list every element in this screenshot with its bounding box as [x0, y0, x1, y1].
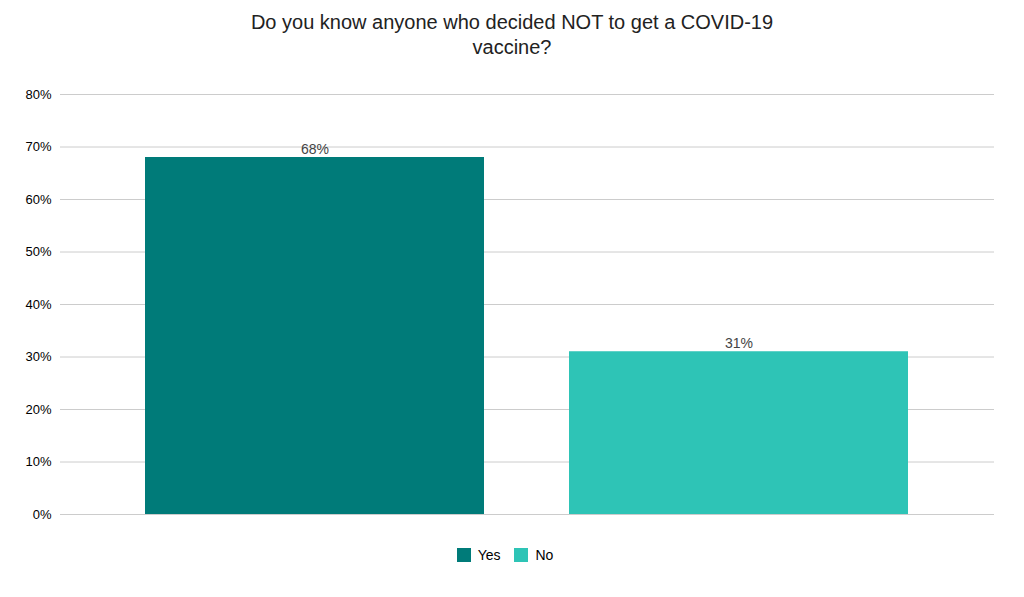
svg-text:70%: 70% — [25, 139, 51, 154]
svg-text:80%: 80% — [25, 87, 51, 102]
svg-text:20%: 20% — [25, 402, 51, 417]
svg-text:31%: 31% — [725, 335, 753, 351]
svg-text:0%: 0% — [33, 507, 52, 522]
html-text:Yes: Yes — [477, 546, 501, 563]
svg-text:40%: 40% — [25, 297, 51, 312]
svg-text:60%: 60% — [25, 192, 51, 207]
svg-text:50%: 50% — [25, 244, 51, 259]
svg-text:10%: 10% — [25, 454, 51, 469]
svg-text:30%: 30% — [25, 349, 51, 364]
svg-text:68%: 68% — [301, 141, 329, 157]
html-text:No: No — [535, 546, 554, 563]
html-text:Do you know anyone who decided: Do you know anyone who decided NOT to ge… — [250, 11, 774, 58]
